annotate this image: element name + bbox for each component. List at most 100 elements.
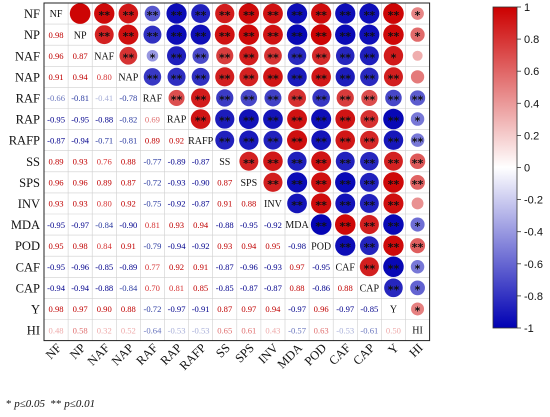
significance-marker: **: [243, 30, 255, 43]
coefficient-label: -0.96: [240, 262, 259, 272]
correlation-circle: [238, 109, 259, 129]
correlation-circle: [263, 172, 283, 192]
significance-marker: **: [243, 9, 255, 22]
correlation-circle: [411, 302, 425, 316]
row-label-RAFP: RAFP: [9, 134, 40, 148]
coefficient-label: -0.85: [360, 304, 378, 314]
diagonal-label-MDA: MDA: [285, 220, 309, 231]
coefficient-label: -0.95: [71, 114, 89, 124]
diagonal-label-RAFP: RAFP: [188, 136, 213, 147]
row-label-NAF: NAF: [15, 49, 40, 63]
significance-marker: **: [315, 178, 327, 191]
diagonal-label-HI: HI: [412, 326, 423, 337]
coefficient-label: -0.92: [168, 199, 186, 209]
diagonal-label-NF: NF: [50, 9, 63, 20]
significance-marker: **: [243, 72, 255, 85]
significance-marker: **: [364, 136, 376, 149]
correlation-circle: [335, 235, 356, 256]
coefficient-label: -0.78: [119, 93, 137, 103]
correlation-heatmap: NF ** ** ** ** ** ** ** ** ** ** ** ** ** *0.98 NP ** ** *…: [9, 2, 543, 373]
significance-marker: *: [415, 115, 421, 128]
correlation-circle: [383, 46, 404, 66]
correlation-circle: [119, 46, 138, 65]
correlation-circle: [94, 25, 114, 45]
correlation-circle: [311, 172, 332, 193]
correlation-circle: [311, 130, 332, 151]
correlation-circle: [287, 151, 307, 171]
significance-marker: **: [195, 115, 207, 128]
coefficient-label: -0.79: [143, 241, 161, 251]
significance-marker: **: [195, 9, 207, 22]
correlation-circle: [360, 151, 379, 171]
significance-marker: **: [267, 157, 279, 170]
significance-marker: **: [195, 93, 207, 106]
significance-marker: **: [147, 9, 159, 22]
correlation-circle: [383, 214, 404, 235]
correlation-circle: [192, 47, 209, 64]
coefficient-label: 0.95: [49, 241, 64, 251]
correlation-circle: [263, 3, 283, 24]
significance-marker: **: [364, 220, 376, 233]
coefficient-label: 0.52: [121, 325, 136, 335]
correlation-circle: [409, 90, 426, 106]
correlation-circle: [335, 3, 356, 24]
coefficient-label: 0.92: [121, 199, 136, 209]
coefficient-label: -0.84: [119, 283, 138, 293]
correlation-circle: [383, 193, 404, 214]
correlation-circle: [215, 3, 235, 24]
significance-marker: **: [364, 93, 376, 106]
correlation-circle: [167, 67, 186, 86]
significance-marker: **: [412, 178, 424, 191]
correlation-circle: [385, 89, 402, 107]
row-label-CAP: CAP: [16, 281, 40, 295]
significance-marker: **: [291, 72, 303, 85]
diagonal-label-POD: POD: [311, 241, 331, 252]
correlation-circle: [216, 47, 234, 65]
significance-marker: **: [219, 115, 231, 128]
coefficient-label: 0.70: [145, 283, 160, 293]
significance-marker: **: [171, 72, 183, 85]
coefficient-label: 0.32: [97, 325, 112, 335]
significance-marker: **: [171, 30, 183, 43]
coefficient-label: 0.80: [97, 199, 112, 209]
coefficient-label: 0.98: [49, 304, 64, 314]
coefficient-label: -0.53: [168, 325, 186, 335]
coefficient-label: -0.90: [192, 178, 210, 188]
diagonal-label-Y: Y: [390, 305, 397, 316]
coefficient-label: -0.97: [336, 304, 355, 314]
coefficient-label: -0.61: [360, 325, 378, 335]
coefficient-label: -0.95: [240, 220, 258, 230]
significance-marker: **: [147, 72, 159, 85]
correlation-circle: [310, 214, 332, 235]
diagonal-label-RAP: RAP: [167, 115, 187, 126]
significance-marker: **: [219, 51, 231, 64]
correlation-circle: [411, 197, 424, 210]
coefficient-label: 0.97: [241, 304, 257, 314]
correlation-circle: [383, 3, 404, 24]
correlation-circle: [146, 49, 159, 62]
significance-marker: **: [388, 220, 400, 233]
colorbar-tick-label: -0.4: [524, 227, 543, 239]
row-label-POD: POD: [15, 239, 40, 253]
diagonal-label-SS: SS: [219, 157, 230, 168]
coefficient-label: -0.87: [192, 156, 211, 166]
significance-marker: **: [267, 51, 279, 64]
diagonal-label-NAP: NAP: [118, 72, 138, 83]
coefficient-label: 0.87: [217, 178, 233, 188]
correlation-circle: [336, 89, 354, 107]
coefficient-label: -0.87: [264, 283, 283, 293]
single-star-marker: *: [6, 398, 12, 410]
correlation-circle: [383, 151, 403, 171]
correlation-circle: [360, 110, 379, 129]
correlation-circle: [384, 278, 403, 298]
significance-marker: **: [339, 241, 351, 254]
colorbar-tick-label: -0.8: [524, 291, 543, 303]
row-label-NP: NP: [24, 28, 40, 42]
correlation-circle: [311, 3, 332, 24]
row-label-NAP: NAP: [15, 70, 40, 84]
significance-marker: *: [415, 30, 421, 43]
coefficient-label: -0.86: [312, 283, 331, 293]
correlation-circle: [335, 46, 355, 66]
significance-marker: **: [291, 93, 303, 106]
significance-marker: *: [391, 51, 397, 64]
